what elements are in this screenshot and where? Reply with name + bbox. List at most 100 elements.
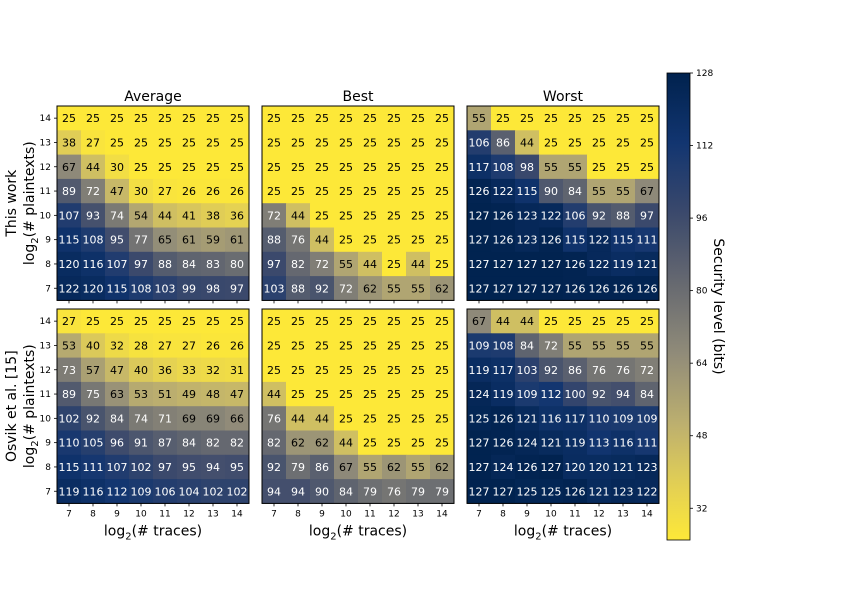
heatmap-cell [539,130,564,155]
heatmap-cell [177,276,202,301]
cell-value-label: 117 [493,364,514,377]
heatmap-cell [57,227,82,253]
cell-value-label: 124 [517,437,538,450]
cell-value-label: 63 [110,388,124,401]
cell-value-label: 53 [62,339,76,352]
cell-value-label: 127 [517,258,538,271]
cell-value-label: 119 [493,388,514,401]
heatmap-cell [262,333,287,358]
cell-value-label: 115 [613,234,634,247]
cell-value-label: 55 [472,112,486,125]
heatmap-cell [635,276,660,301]
colorbar-tick-label: 80 [696,287,708,297]
heatmap-cell [587,276,612,301]
cell-value-label: 123 [637,461,658,474]
heatmap-cell [539,227,564,253]
cell-value-label: 27 [158,185,172,198]
x-tick-label: 13 [412,509,423,519]
heatmap-cell [334,454,359,480]
heatmap-cell [81,333,106,358]
heatmap-cell [635,454,660,480]
heatmap-cell [129,251,154,277]
cell-value-label: 44 [339,437,353,450]
heatmap-cell [491,479,516,504]
cell-value-label: 61 [182,234,196,247]
cell-value-label: 26 [206,185,220,198]
cell-value-label: 44 [496,315,510,328]
heatmap-cell [406,106,431,131]
cell-value-label: 25 [435,364,449,377]
cell-value-label: 62 [363,282,377,295]
cell-value-label: 109 [469,339,490,352]
heatmap-cell [225,276,250,301]
cell-value-label: 107 [59,209,80,222]
cell-value-label: 55 [616,339,630,352]
cell-value-label: 125 [469,412,490,425]
heatmap-cell [635,406,660,431]
heatmap-cell [153,430,178,456]
cell-value-label: 25 [339,364,353,377]
y-tick-label: 10 [40,414,52,424]
cell-value-label: 86 [496,136,510,149]
heatmap-cell [310,357,335,383]
cell-value-label: 117 [565,412,586,425]
cell-value-label: 55 [640,339,654,352]
heatmap-cell [587,203,612,228]
cell-value-label: 25 [435,412,449,425]
cell-value-label: 109 [517,388,538,401]
heatmap-cell [310,381,335,407]
cell-value-label: 33 [182,364,196,377]
cell-value-label: 92 [86,412,100,425]
heatmap-cell [286,130,311,155]
cell-value-label: 25 [640,161,654,174]
cell-value-label: 44 [158,209,172,222]
cell-value-label: 72 [544,339,558,352]
heatmap-cell [334,154,359,180]
heatmap-cell [81,406,106,431]
cell-value-label: 127 [469,258,490,271]
cell-value-label: 30 [110,161,124,174]
heatmap-cell [587,454,612,480]
cell-value-label: 25 [435,209,449,222]
heatmap-cell [467,406,492,431]
x-tick-label: 11 [364,509,375,519]
y-tick-label: 13 [40,341,51,351]
heatmap-cell [177,430,202,456]
cell-value-label: 92 [544,364,558,377]
cell-value-label: 126 [565,282,586,295]
heatmap-cell [310,454,335,480]
cell-value-label: 79 [435,485,449,498]
cell-value-label: 44 [291,412,305,425]
cell-value-label: 102 [59,412,80,425]
cell-value-label: 25 [363,437,377,450]
y-axis-label-sub: 2 [30,440,41,446]
heatmap-cell [57,479,82,504]
heatmap-cell [286,178,311,204]
cell-value-label: 123 [517,209,538,222]
cell-value-label: 25 [291,161,305,174]
cell-value-label: 25 [568,136,582,149]
heatmap-cell [430,479,455,504]
x-axis-label-base: log [514,523,535,539]
cell-value-label: 30 [134,185,148,198]
cell-value-label: 96 [110,437,124,450]
heatmap-cell [334,130,359,155]
heatmap-cell [105,479,130,504]
cell-value-label: 123 [613,485,634,498]
heatmap-cell [611,430,636,456]
heatmap-cell [129,203,154,228]
heatmap-cell [129,406,154,431]
x-tick-label: 12 [388,509,399,519]
cell-value-label: 28 [134,339,148,352]
heatmap-cell [515,154,540,180]
cell-value-label: 25 [230,161,244,174]
heatmap-cell [262,357,287,383]
heatmap-cell [129,276,154,301]
heatmap-cell [406,227,431,253]
cell-value-label: 25 [387,209,401,222]
heatmap-cell [611,276,636,301]
heatmap-cell [587,309,612,334]
cell-value-label: 82 [206,437,220,450]
heatmap-cell [430,309,455,334]
